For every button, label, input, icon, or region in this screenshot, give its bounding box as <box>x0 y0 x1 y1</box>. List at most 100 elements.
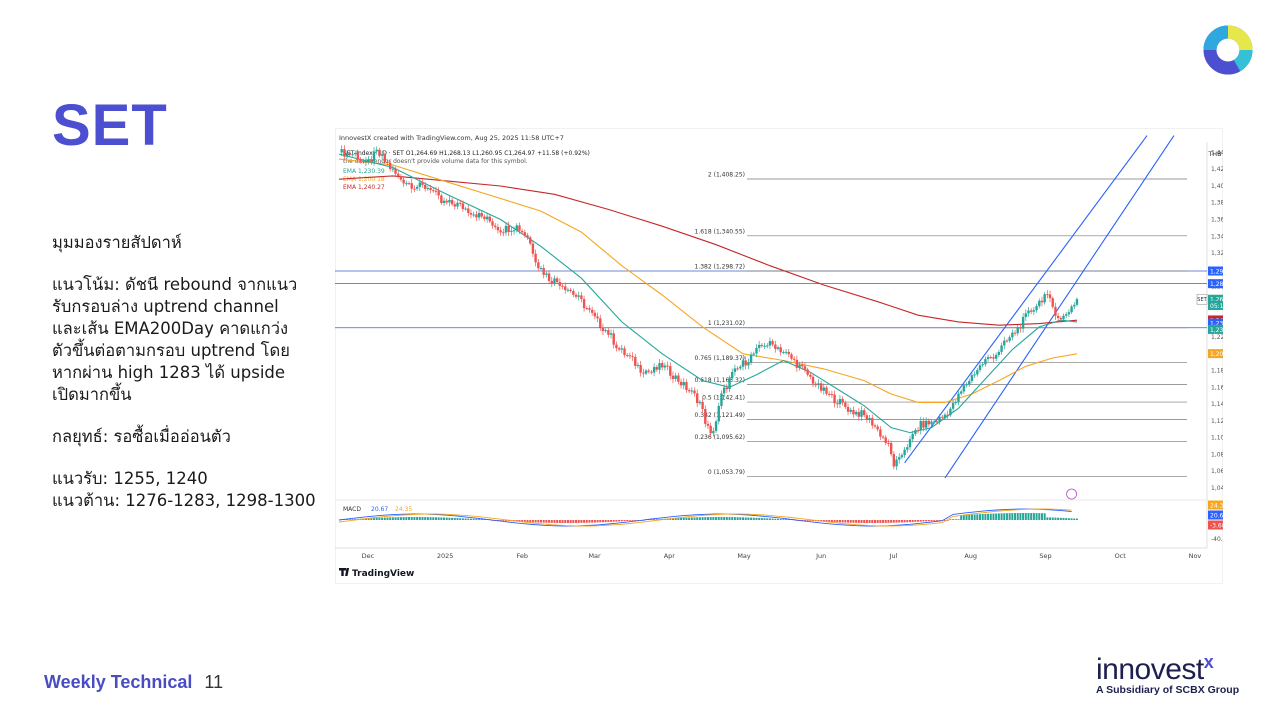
symbol-line: SET Index · 1D · SET O1,264.69 H1,268.13… <box>343 150 590 157</box>
candle <box>561 285 564 287</box>
macd-histogram-bar <box>731 517 734 520</box>
macd-badge <box>1208 520 1223 530</box>
macd-histogram-bar <box>919 520 922 522</box>
candle <box>871 417 874 426</box>
footer: Weekly Technical 11 <box>44 672 223 693</box>
candle <box>722 387 726 394</box>
candle <box>469 213 473 215</box>
macd-histogram-bar <box>830 520 833 523</box>
candle <box>827 393 831 395</box>
candle <box>1005 340 1009 342</box>
macd-histogram-bar <box>944 520 946 521</box>
macd-histogram-bar <box>451 517 454 520</box>
macd-histogram-bar <box>863 520 866 523</box>
macd-histogram-bar <box>1030 513 1033 520</box>
candle <box>752 353 755 355</box>
candle <box>453 204 457 207</box>
y-tick-label: 1,380.00 <box>1211 200 1223 207</box>
uptrend-channel-line <box>904 135 1148 464</box>
candle <box>795 359 799 368</box>
macd-histogram-bar <box>970 514 973 520</box>
candle <box>749 354 753 363</box>
macd-histogram-bar <box>747 517 750 520</box>
price-badge <box>1208 318 1223 328</box>
candle <box>410 183 413 189</box>
candle <box>617 348 621 350</box>
macd-histogram-bar <box>461 518 464 520</box>
candle <box>566 289 570 291</box>
macd-histogram-bar <box>674 518 677 520</box>
candle <box>362 160 365 162</box>
candle <box>655 367 659 370</box>
macd-histogram-bar <box>968 514 971 520</box>
candle <box>968 381 971 385</box>
page-number: 11 <box>204 672 224 692</box>
price-badge-label: 1,264.97 <box>1210 297 1223 304</box>
candle <box>448 199 451 203</box>
macd-histogram-bar <box>782 519 785 520</box>
candle <box>1073 304 1076 307</box>
candle <box>367 159 370 162</box>
candle <box>434 190 438 192</box>
y-tick-label: 1,160.00 <box>1211 384 1223 391</box>
candle <box>1051 298 1054 307</box>
candle <box>784 351 788 353</box>
macd-histogram-bar <box>992 513 995 520</box>
candle <box>510 230 513 232</box>
chart-svg: InnovestX created with TradingView.com, … <box>335 128 1223 584</box>
candle <box>483 216 486 220</box>
macd-histogram-bar <box>742 517 744 520</box>
candle <box>911 433 914 440</box>
macd-histogram-bar <box>701 517 704 520</box>
candle <box>768 341 772 346</box>
macd-histogram-bar <box>768 518 771 520</box>
macd-signal-line <box>338 508 1072 527</box>
macd-histogram-bar <box>879 520 882 523</box>
candle <box>477 212 481 218</box>
candle <box>588 308 591 310</box>
x-tick-label: Dec <box>362 552 375 560</box>
candle <box>962 385 966 392</box>
candle <box>687 390 691 392</box>
x-tick-label: Nov <box>1189 552 1202 560</box>
price-badge <box>1208 266 1223 276</box>
candle <box>696 393 699 404</box>
candle <box>819 383 823 391</box>
macd-histogram-bar <box>682 517 685 520</box>
candle <box>475 214 478 218</box>
candle <box>938 416 941 422</box>
candle <box>849 409 852 412</box>
candle <box>669 366 672 376</box>
macd-histogram-bar <box>822 520 825 522</box>
macd-histogram-bar <box>612 520 615 522</box>
price-badge-label: 1,298.63 <box>1210 269 1223 276</box>
fib-level-label: 1.618 (1,340.55) <box>695 228 745 235</box>
candle <box>924 420 928 428</box>
macd-histogram-bar <box>995 513 998 520</box>
macd-histogram-bar <box>628 520 631 521</box>
brand-logo: innovestx A Subsidiary of SCBX Group <box>1096 652 1239 696</box>
macd-histogram-bar <box>375 517 378 520</box>
candle <box>771 341 774 345</box>
commentary-line: กลยุทธ์: รอซื้อเมื่ออ่อนตัว <box>52 427 231 446</box>
macd-value: 20.67 <box>371 506 388 513</box>
macd-histogram-bar <box>908 520 911 523</box>
x-tick-label: Jun <box>815 552 826 560</box>
macd-histogram-bar <box>610 520 613 522</box>
candle <box>550 280 553 284</box>
fib-level-label: 0.236 (1,095.62) <box>695 434 745 441</box>
candle <box>908 439 912 448</box>
macd-histogram-bar <box>723 517 726 520</box>
candle <box>854 411 858 415</box>
macd-histogram-bar <box>1065 518 1068 520</box>
candle <box>763 345 766 347</box>
macd-histogram-bar <box>564 520 567 523</box>
candle <box>914 430 917 434</box>
macd-histogram-bar <box>733 517 736 520</box>
macd-histogram-bar <box>1046 517 1049 520</box>
macd-histogram-bar <box>1008 513 1011 520</box>
candle <box>981 364 984 366</box>
candle <box>1056 315 1060 319</box>
y-tick-label: 1,340.00 <box>1211 233 1223 240</box>
macd-histogram-bar <box>860 520 863 523</box>
